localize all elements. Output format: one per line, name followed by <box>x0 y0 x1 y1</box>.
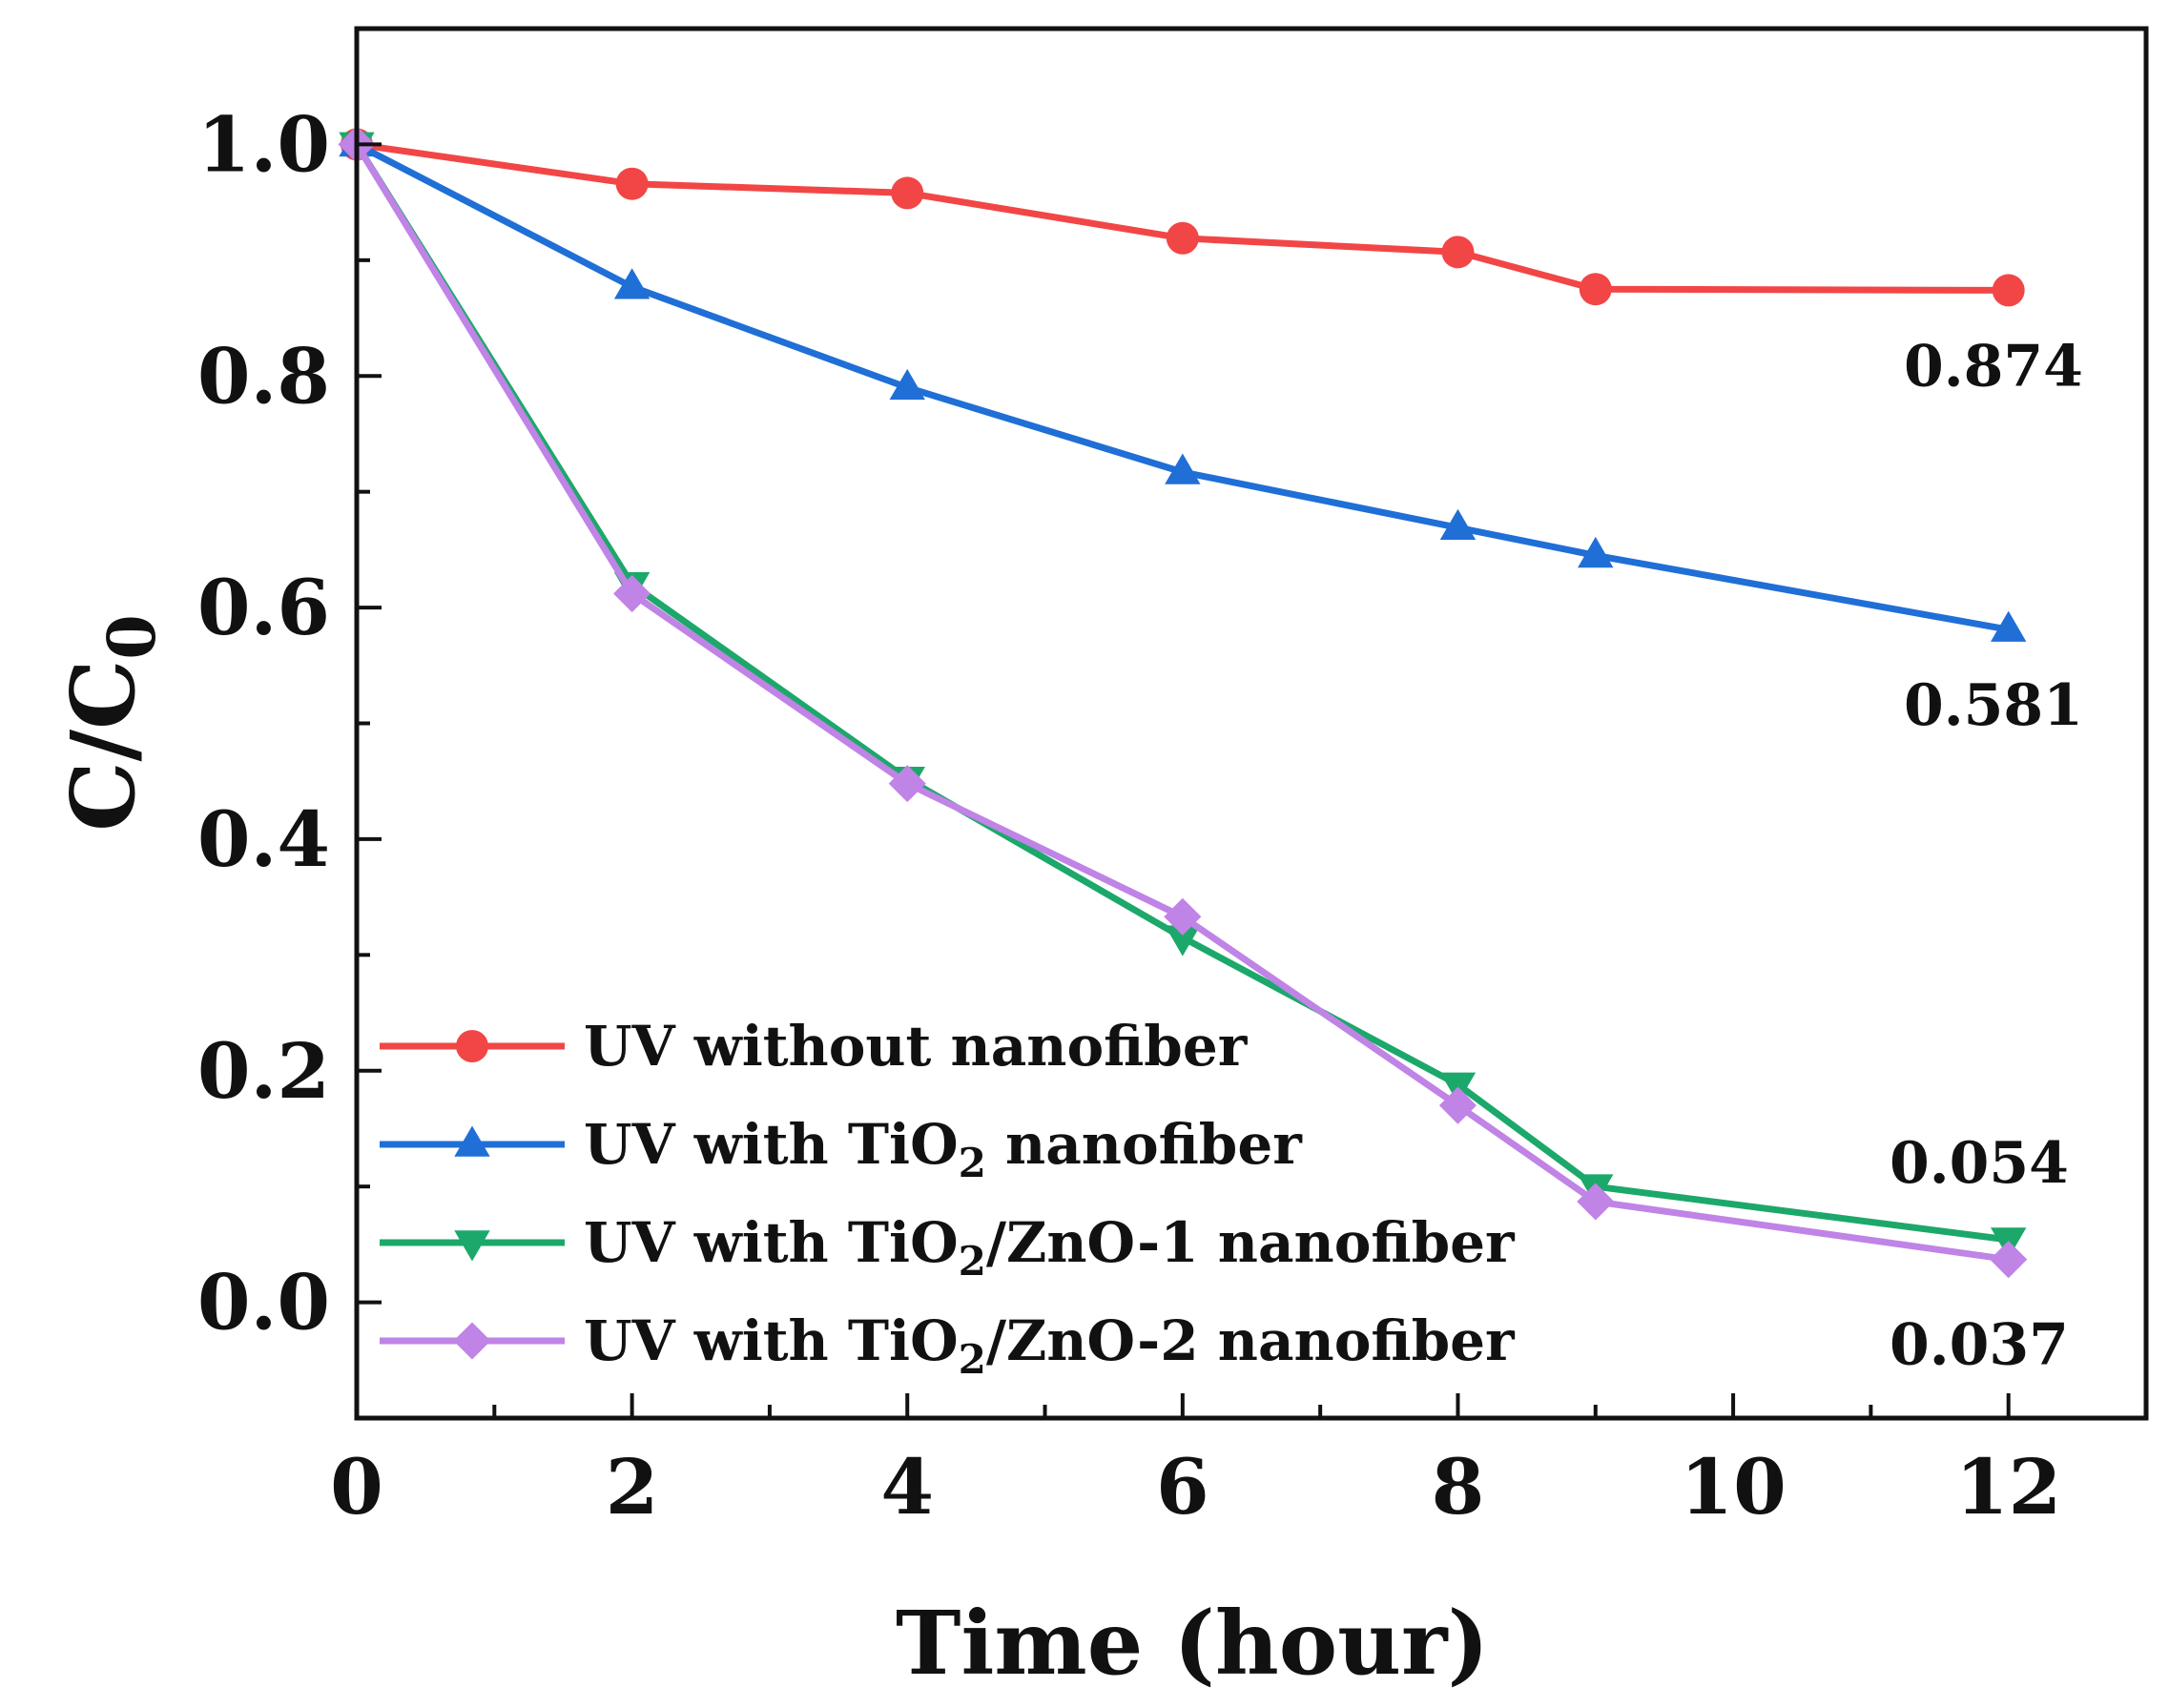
data-point-s2-5 <box>1439 508 1477 541</box>
data-point-s1-3 <box>891 176 924 210</box>
data-point-s4-3 <box>888 765 926 803</box>
x-axis-title: Time (hour) <box>896 1592 1489 1695</box>
y-tick-label-3: 0.4 <box>197 794 330 884</box>
series-3 <box>339 132 2027 1259</box>
data-point-s4-2 <box>613 574 651 613</box>
legend-label-text-2: UV with TiO <box>584 1112 959 1177</box>
x-tick-label-2: 2 <box>606 1442 659 1532</box>
end-value-label-2: 0.581 <box>1904 672 2083 739</box>
legend-label-suffix-2: nanofiber <box>986 1112 1303 1177</box>
series-line-4 <box>354 142 2010 1264</box>
series-line-2 <box>355 141 2010 633</box>
data-point-s1-4 <box>1166 221 1199 255</box>
y-tick-label-5: 0.8 <box>197 331 330 421</box>
data-point-s4-5 <box>1438 1086 1477 1124</box>
series-line-1 <box>356 140 2009 294</box>
data-point-s4-7 <box>1990 1241 2028 1279</box>
legend-label-sub-2: 2 <box>959 1140 986 1186</box>
y-tick-label-6: 1.0 <box>197 99 330 189</box>
x-tick-label-7: 12 <box>1955 1442 2061 1532</box>
legend-label-text-3: UV with TiO <box>584 1210 959 1275</box>
data-point-s2-4 <box>1165 453 1201 484</box>
legend-swatch-marker-3 <box>454 1230 490 1262</box>
legend-swatch-marker-4 <box>453 1322 491 1360</box>
x-axis: 0 2 4 6 8 10 12 <box>330 1393 2148 1532</box>
legend-entry-4: UV with TiO2/ZnO-2 nanofiber <box>380 1308 1516 1383</box>
data-point-s1-7 <box>1992 274 2025 307</box>
data-point-s1-5 <box>1441 236 1475 269</box>
legend-swatch-marker-2 <box>454 1125 490 1157</box>
data-point-s2-7 <box>1990 610 2027 642</box>
data-point-s4-4 <box>1164 897 1202 936</box>
legend-label-suffix-3: /ZnO-1 nanofiber <box>986 1210 1516 1275</box>
x-tick-label-6: 10 <box>1680 1442 1786 1532</box>
x-tick-label-4: 6 <box>1156 1442 1209 1532</box>
end-value-label-1: 0.874 <box>1904 333 2083 400</box>
y-axis-title: C/C0 <box>52 614 171 831</box>
legend-entry-3: UV with TiO2/ZnO-1 nanofiber <box>380 1210 1516 1285</box>
data-point-s4-6 <box>1577 1183 1615 1221</box>
legend-entry-1: UV without nanofiber <box>380 1014 1249 1079</box>
legend-label-1: UV without nanofiber <box>584 1014 1249 1079</box>
chart-series <box>338 125 2028 1279</box>
y-tick-label-2: 0.2 <box>197 1026 330 1116</box>
legend-label-sub-4: 2 <box>959 1336 986 1383</box>
end-labels: 0.874 0.581 0.054 0.037 <box>1890 333 2083 1378</box>
y-axis-title-sub: 0 <box>94 614 171 659</box>
series-1 <box>341 128 2025 307</box>
legend-label-4: UV with TiO2/ZnO-2 nanofiber <box>584 1308 1516 1383</box>
end-value-label-3: 0.054 <box>1890 1130 2069 1197</box>
y-axis-title-main: C/C <box>52 660 155 832</box>
legend-label-2: UV with TiO2 nanofiber <box>584 1112 1303 1186</box>
data-point-s3-4 <box>1165 925 1201 957</box>
y-axis: 0.0 0.2 0.4 0.6 0.8 1.0 <box>197 27 382 1420</box>
x-tick-label-3: 4 <box>880 1442 934 1532</box>
data-point-s1-6 <box>1579 273 1612 306</box>
end-value-label-4: 0.037 <box>1890 1312 2069 1379</box>
legend-swatch-marker-1 <box>456 1030 488 1062</box>
legend-label-suffix-4: /ZnO-2 nanofiber <box>986 1308 1516 1373</box>
y-tick-label-1: 0.0 <box>197 1258 330 1348</box>
legend-label-text-1: UV without nanofiber <box>584 1014 1249 1079</box>
legend-entry-2: UV with TiO2 nanofiber <box>380 1112 1303 1186</box>
x-tick-label-1: 0 <box>330 1442 383 1532</box>
legend-label-sub-3: 2 <box>959 1238 986 1285</box>
legend-label-3: UV with TiO2/ZnO-1 nanofiber <box>584 1210 1516 1285</box>
legend-label-text-4: UV with TiO <box>584 1308 959 1373</box>
y-tick-label-4: 0.6 <box>197 563 330 652</box>
series-2 <box>339 125 2027 642</box>
series-4 <box>338 125 2028 1279</box>
data-point-s2-3 <box>889 368 925 401</box>
data-point-s1-2 <box>615 167 649 200</box>
data-point-s2-6 <box>1578 536 1614 568</box>
x-tick-label-5: 8 <box>1432 1442 1485 1532</box>
data-point-s2-2 <box>613 268 651 299</box>
